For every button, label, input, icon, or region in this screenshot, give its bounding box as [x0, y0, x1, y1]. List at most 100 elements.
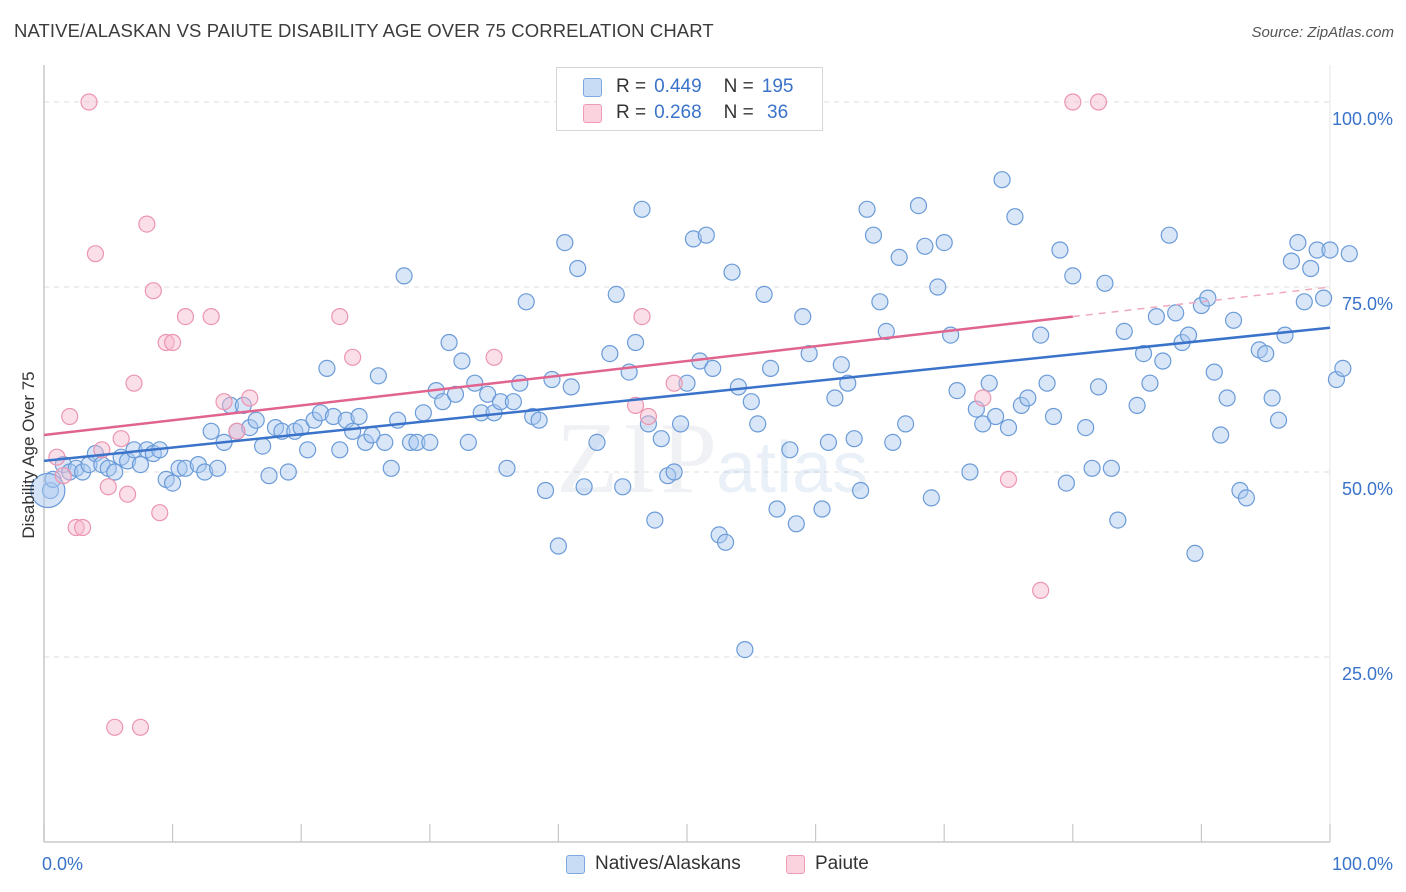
point-natives: [607, 285, 625, 303]
point-natives: [1314, 289, 1333, 307]
point-natives: [864, 226, 883, 244]
point-paiute: [48, 448, 66, 466]
point-natives: [909, 197, 928, 215]
point-paiute: [118, 485, 137, 503]
point-paiute: [228, 422, 246, 440]
point-natives: [614, 478, 632, 496]
point-natives: [260, 467, 278, 485]
point-paiute: [639, 407, 658, 426]
point-natives: [549, 537, 568, 555]
point-natives: [408, 433, 426, 451]
point-natives: [1006, 208, 1024, 226]
point-paiute: [202, 308, 220, 326]
y-tick-label: 25.0%: [1342, 664, 1393, 684]
point-natives: [1282, 252, 1301, 270]
point-natives: [311, 404, 330, 422]
point-natives: [202, 422, 220, 440]
point-paiute: [999, 470, 1018, 488]
point-paiute: [54, 467, 72, 485]
point-natives: [344, 422, 362, 440]
chart-title: NATIVE/ALASKAN VS PAIUTE DISABILITY AGE …: [14, 20, 714, 41]
point-paiute: [633, 308, 651, 326]
point-paiute: [1064, 93, 1082, 111]
point-natives: [871, 293, 889, 311]
point-natives: [318, 359, 336, 377]
point-natives: [530, 411, 548, 429]
point-natives: [1186, 544, 1204, 563]
point-natives: [787, 515, 805, 533]
point-natives: [897, 415, 915, 433]
point-natives: [299, 441, 317, 459]
point-natives: [761, 359, 780, 377]
point-natives: [993, 171, 1011, 189]
point-natives: [877, 322, 895, 340]
point-natives: [1057, 474, 1075, 492]
point-paiute: [626, 396, 645, 414]
point-paiute: [125, 374, 143, 392]
point-natives: [671, 415, 690, 433]
point-natives: [440, 333, 458, 352]
point-natives: [588, 433, 606, 451]
point-paiute: [86, 245, 105, 263]
point-natives: [781, 441, 799, 459]
point-paiute: [344, 348, 362, 366]
trend-line-natives: [43, 326, 1331, 463]
legend-label-paiute: Paiute: [815, 853, 869, 874]
point-paiute: [331, 308, 349, 326]
point-natives: [1096, 274, 1114, 292]
point-natives: [498, 459, 516, 477]
point-natives: [1109, 511, 1127, 529]
point-natives: [1340, 245, 1358, 263]
point-natives: [395, 267, 413, 285]
point-paiute: [80, 93, 98, 111]
point-paiute: [151, 504, 169, 522]
point-paiute: [164, 333, 182, 352]
point-natives: [1019, 389, 1037, 407]
point-natives: [678, 374, 696, 392]
point-natives: [755, 285, 773, 303]
point-natives: [1134, 345, 1153, 363]
legend-item-paiute[interactable]: Paiute: [786, 851, 869, 877]
stats-swatch-paiute: [583, 103, 602, 123]
point-natives: [1089, 378, 1108, 396]
point-paiute: [67, 518, 85, 537]
point-natives: [948, 382, 966, 400]
point-natives: [1295, 293, 1313, 311]
x-tick-label: 0.0%: [42, 854, 83, 874]
point-natives: [247, 411, 265, 429]
point-natives: [209, 459, 227, 477]
point-natives: [794, 308, 812, 326]
point-natives: [376, 433, 394, 451]
point-natives: [1115, 322, 1133, 340]
point-natives: [716, 533, 735, 551]
point-natives: [1205, 363, 1223, 381]
point-paiute: [176, 308, 195, 326]
point-natives: [633, 200, 651, 218]
point-natives: [164, 474, 182, 492]
point-natives: [1257, 345, 1275, 363]
point-natives: [768, 500, 786, 518]
watermark: ZIP atlas: [556, 402, 868, 515]
point-natives: [652, 430, 670, 448]
point-paiute: [112, 430, 130, 448]
point-natives: [401, 433, 420, 451]
point-paiute: [99, 478, 117, 496]
point-natives: [1321, 241, 1339, 259]
point-natives: [421, 433, 439, 451]
point-natives: [543, 370, 561, 389]
point-natives: [504, 393, 522, 411]
point-natives: [922, 489, 940, 507]
legend-item-natives[interactable]: Natives/Alaskans: [566, 851, 741, 877]
point-natives: [1269, 411, 1288, 429]
point-natives: [292, 419, 310, 437]
point-natives: [196, 463, 214, 481]
point-natives: [1167, 304, 1185, 322]
point-natives: [1128, 396, 1146, 414]
point-natives: [536, 481, 555, 500]
point-natives: [1237, 489, 1256, 507]
stats-row-natives: R = 0.449 N = 195: [583, 74, 793, 100]
point-natives: [176, 459, 195, 477]
point-natives: [736, 640, 754, 659]
point-natives: [1044, 407, 1063, 426]
